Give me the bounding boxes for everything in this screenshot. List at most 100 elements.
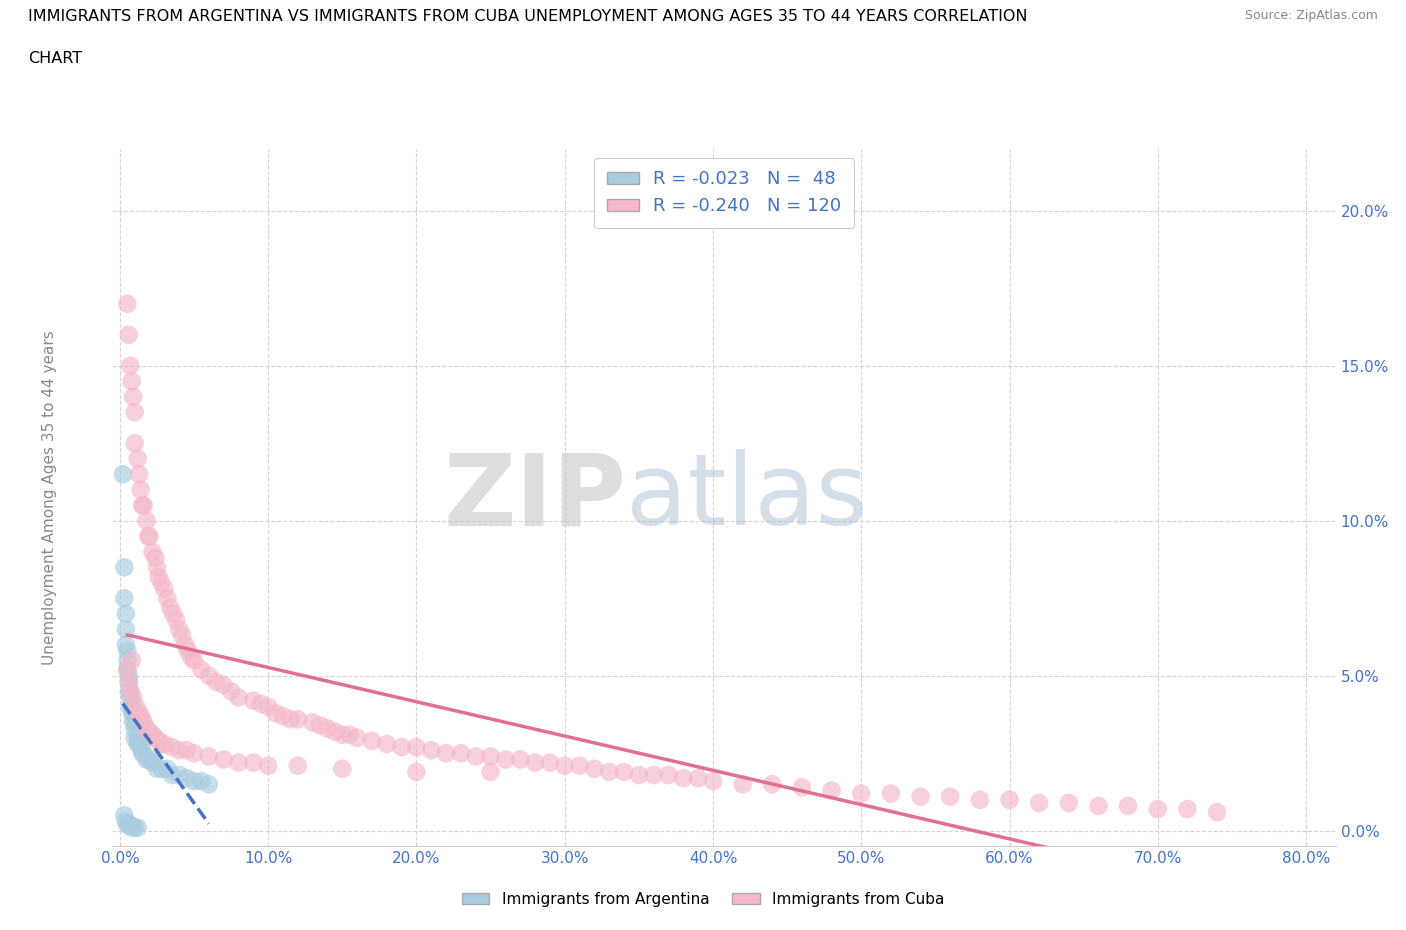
Point [257,758,280,773]
Point [135,752,157,767]
Point [910,790,932,804]
Point [118,674,141,689]
Point [131,711,153,726]
Point [969,792,991,807]
Point [688,771,710,786]
Point [112,591,135,605]
Point [114,637,136,652]
Point [120,684,142,698]
Point [114,606,136,621]
Point [117,297,139,312]
Point [129,709,152,724]
Point [153,737,176,751]
Point [150,737,173,751]
Point [118,817,141,832]
Text: ZIP: ZIP [443,449,626,546]
Point [112,808,135,823]
Point [114,814,136,829]
Point [761,777,783,791]
Point [242,693,264,708]
Text: IMMIGRANTS FROM ARGENTINA VS IMMIGRANTS FROM CUBA UNEMPLOYMENT AMONG AGES 35 TO : IMMIGRANTS FROM ARGENTINA VS IMMIGRANTS … [28,9,1028,24]
Point [264,706,287,721]
Point [132,715,155,730]
Point [190,662,212,677]
Point [127,451,149,466]
Point [138,752,160,767]
Point [450,746,472,761]
Point [135,721,157,736]
Point [124,436,146,451]
Point [1087,799,1109,814]
Point [880,786,903,801]
Point [122,706,145,721]
Point [361,734,384,749]
Point [118,669,141,684]
Point [121,706,143,721]
Point [120,358,142,373]
Point [167,767,190,782]
Point [127,737,149,751]
Point [112,560,135,575]
Point [159,600,181,615]
Point [280,711,302,726]
Point [167,622,190,637]
Point [117,644,139,658]
Point [124,405,146,419]
Point [212,678,235,693]
Point [583,762,606,777]
Point [131,498,153,512]
Point [150,762,173,777]
Point [128,737,150,751]
Point [127,730,149,745]
Point [117,662,139,677]
Point [242,755,264,770]
Point [145,551,167,565]
Point [287,758,309,773]
Point [212,752,235,767]
Text: CHART: CHART [28,51,82,66]
Point [128,706,150,721]
Point [183,653,205,668]
Point [132,746,155,761]
Point [117,817,139,832]
Point [479,764,502,779]
Point [339,727,361,742]
Point [176,771,198,786]
Point [132,498,155,512]
Point [165,613,187,628]
Point [122,690,145,705]
Point [120,817,142,832]
Point [820,783,842,798]
Point [420,743,443,758]
Point [731,777,754,791]
Point [271,709,294,724]
Point [176,743,198,758]
Point [391,739,413,754]
Point [172,628,194,643]
Point [405,739,427,754]
Point [643,767,665,782]
Legend: R = -0.023   N =  48, R = -0.240   N = 120: R = -0.023 N = 48, R = -0.240 N = 120 [593,158,855,228]
Point [434,746,457,761]
Point [183,774,205,789]
Point [138,724,160,739]
Point [177,644,200,658]
Point [120,690,142,705]
Point [257,699,280,714]
Point [167,743,190,758]
Point [121,820,143,835]
Point [190,774,212,789]
Y-axis label: Unemployment Among Ages 35 to 44 years: Unemployment Among Ages 35 to 44 years [42,330,56,665]
Point [125,699,148,714]
Point [198,777,221,791]
Point [613,764,636,779]
Point [301,715,323,730]
Point [150,576,173,591]
Point [494,752,516,767]
Point [228,690,250,705]
Point [554,758,576,773]
Legend: Immigrants from Argentina, Immigrants from Cuba: Immigrants from Argentina, Immigrants fr… [456,886,950,913]
Point [598,764,620,779]
Point [146,560,169,575]
Point [851,786,873,801]
